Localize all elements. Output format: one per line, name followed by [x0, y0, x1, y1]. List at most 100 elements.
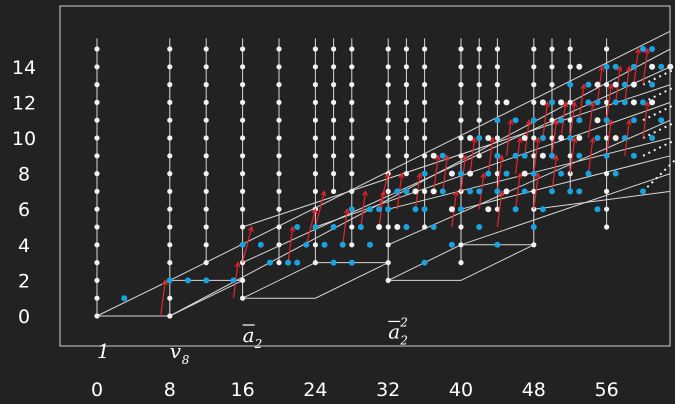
annotation-subscript: 2	[254, 337, 263, 351]
red-arrow	[569, 102, 576, 139]
white-dot	[422, 64, 428, 70]
white-dot	[385, 117, 391, 123]
blue-dot	[376, 206, 383, 213]
red-arrow-head	[498, 190, 505, 197]
white-dot	[94, 313, 100, 319]
red-arrow-head	[607, 118, 614, 126]
white-dot	[167, 188, 173, 194]
red-arrow-head	[589, 136, 596, 143]
red-arrow-head	[480, 172, 487, 179]
white-dot	[203, 224, 209, 230]
red-arrow	[496, 155, 503, 192]
white-dot	[240, 153, 246, 159]
blue-dot	[567, 81, 574, 88]
white-dot	[667, 63, 674, 70]
red-arrow-head	[247, 225, 254, 232]
white-dot	[276, 171, 282, 177]
white-dot	[94, 135, 100, 141]
white-dot	[94, 171, 100, 177]
blue-dot	[649, 46, 656, 52]
white-dot	[476, 46, 482, 52]
white-dot	[167, 64, 173, 70]
blue-dot	[612, 170, 619, 177]
red-arrow	[587, 102, 594, 139]
red-arrow	[342, 209, 348, 245]
blue-dot	[585, 81, 592, 88]
red-arrow-head	[644, 47, 650, 54]
blue-dot	[658, 63, 665, 70]
red-arrow-head	[625, 118, 632, 126]
red-arrow-head	[516, 136, 523, 143]
red-arrow	[160, 280, 166, 317]
box-outline	[242, 262, 389, 299]
blue-dot	[348, 259, 355, 266]
white-dot	[385, 260, 391, 266]
blue-dot	[348, 206, 355, 213]
white-dot	[549, 117, 555, 123]
white-dot	[94, 117, 100, 123]
red-arrow	[642, 102, 649, 139]
blue-dot	[649, 81, 656, 88]
red-arrow-head	[320, 190, 327, 197]
x-tick-label: 16	[231, 379, 255, 401]
blue-dot	[494, 241, 501, 248]
plot-frame	[59, 5, 671, 347]
blue-dot	[421, 206, 428, 213]
white-dot	[494, 82, 500, 88]
diagonal-line	[460, 155, 671, 210]
blue-dot	[330, 259, 337, 266]
white-dot	[167, 99, 173, 105]
white-dot	[94, 295, 100, 301]
white-dot	[403, 117, 409, 123]
blue-dot	[576, 152, 583, 159]
red-arrows	[160, 47, 650, 317]
white-dot	[276, 206, 282, 212]
white-dot	[531, 64, 537, 70]
red-arrow-head	[443, 154, 450, 161]
dotted-tail	[642, 139, 675, 157]
white-dot	[331, 188, 337, 194]
x-tick-label: 48	[522, 379, 546, 401]
white-dot	[422, 135, 428, 141]
red-arrow-head	[384, 172, 391, 179]
white-dot	[94, 242, 100, 248]
red-arrow-head	[289, 225, 296, 232]
white-dot	[494, 135, 500, 141]
red-arrow-head	[534, 136, 541, 143]
blue-dot	[640, 188, 646, 195]
blue-dot	[458, 170, 464, 177]
white-dot	[349, 135, 355, 141]
red-arrow-head	[362, 190, 368, 197]
white-dot	[531, 82, 537, 88]
blue-dot	[476, 135, 483, 141]
white-dot	[331, 46, 337, 52]
white-dot	[448, 170, 455, 177]
white-dot	[422, 224, 428, 230]
scatter-points	[121, 46, 674, 302]
white-dot	[312, 64, 318, 70]
white-dot	[94, 224, 100, 230]
white-dot	[276, 135, 282, 141]
annotation-label: v	[170, 339, 182, 363]
white-dot	[630, 81, 637, 88]
white-dot	[403, 64, 409, 70]
white-dot	[167, 313, 173, 319]
blue-dot	[621, 135, 628, 141]
red-arrow	[378, 173, 389, 210]
red-arrow	[606, 120, 612, 156]
white-dot	[458, 153, 464, 159]
white-dot	[167, 224, 173, 230]
white-dot	[467, 135, 474, 141]
white-dot	[476, 153, 482, 159]
white-dot	[576, 135, 583, 141]
white-dot	[240, 224, 246, 230]
white-dot	[612, 81, 619, 88]
dotted-tail	[642, 67, 675, 86]
diagonal-line	[242, 66, 671, 264]
white-dot	[349, 153, 355, 159]
white-dot	[385, 153, 391, 159]
red-arrow	[642, 48, 649, 85]
blue-dot	[567, 135, 574, 141]
blue-dot	[658, 117, 665, 124]
